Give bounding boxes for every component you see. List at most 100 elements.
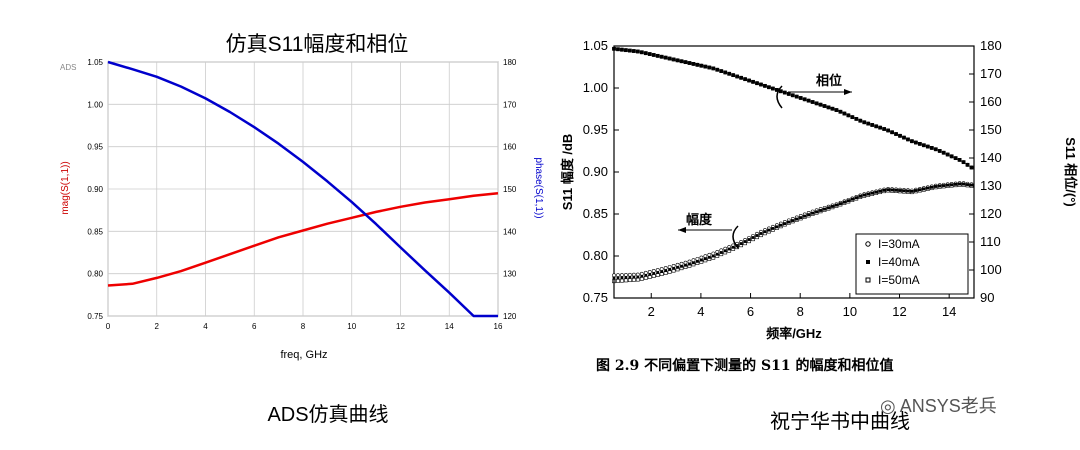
mag-marker — [890, 188, 894, 193]
mag-marker — [743, 241, 747, 246]
mag-marker — [695, 256, 700, 261]
phase-marker — [874, 124, 879, 129]
phase-marker — [679, 59, 684, 64]
mag-marker — [965, 183, 970, 188]
mag-marker — [636, 275, 640, 279]
wechat-icon: ◎ — [880, 396, 896, 416]
phase-marker — [890, 130, 894, 135]
mag-marker — [632, 275, 636, 279]
phase-marker — [770, 86, 775, 91]
phase-marker — [723, 71, 727, 74]
phase-marker — [751, 80, 755, 84]
phase-marker — [671, 57, 676, 62]
mag-marker — [807, 213, 811, 217]
mag-marker — [815, 210, 818, 214]
phase-marker — [902, 135, 906, 140]
phase-marker — [858, 119, 862, 123]
phase-marker — [862, 120, 866, 124]
phase-marker — [802, 97, 807, 102]
left-caption: ADS仿真曲线 — [267, 404, 389, 426]
mag-marker — [938, 184, 942, 188]
mag-marker — [942, 184, 946, 187]
phase-marker — [699, 64, 703, 68]
phase-marker — [778, 89, 783, 94]
phase-marker — [620, 48, 624, 52]
legend-marker — [865, 277, 871, 283]
phase-marker — [819, 103, 822, 107]
phase-marker — [930, 146, 934, 150]
phase-marker — [743, 77, 747, 81]
mag-marker — [854, 196, 858, 200]
phase-marker — [946, 153, 950, 156]
phase-marker — [791, 93, 795, 97]
phase-marker — [711, 66, 716, 71]
legend-entry: I=30mA — [878, 237, 920, 251]
x-tick-label: 6 — [252, 322, 257, 331]
mag-marker — [826, 206, 831, 211]
mag-marker — [886, 188, 890, 193]
mag-marker — [635, 272, 640, 277]
phase-marker — [767, 85, 771, 89]
phase-marker — [874, 124, 878, 128]
phase-marker — [767, 85, 771, 90]
mag-marker — [639, 271, 644, 276]
x-tick-label: 12 — [396, 322, 405, 331]
left-y-tick-label: 0.75 — [87, 312, 103, 321]
right-y-tick-label: 130 — [980, 178, 1002, 193]
phase-marker — [862, 120, 867, 125]
phase-marker — [925, 144, 930, 149]
phase-marker — [846, 113, 851, 118]
mag-marker — [858, 194, 862, 198]
mag-marker — [643, 275, 648, 280]
mag-marker — [627, 278, 632, 283]
mag-marker — [874, 191, 879, 195]
mag-marker — [910, 190, 914, 195]
phase-marker — [898, 133, 902, 138]
phase-marker — [723, 70, 728, 75]
phase-marker — [655, 53, 660, 58]
mag-marker — [651, 269, 656, 273]
right-y-tick-label: 170 — [503, 100, 517, 109]
mag-marker — [691, 258, 696, 263]
mag-marker — [668, 268, 672, 271]
left-y-tick-label: 1.05 — [87, 58, 103, 67]
phase-marker — [616, 47, 620, 52]
mag-marker — [612, 276, 616, 280]
mag-marker — [949, 183, 954, 188]
phase-marker — [906, 138, 910, 141]
phase-annotation: 相位 — [816, 73, 842, 88]
phase-marker — [775, 88, 779, 92]
phase-marker — [966, 163, 969, 167]
phase-marker — [921, 143, 926, 148]
mag-marker — [663, 271, 668, 275]
mag-marker — [715, 254, 720, 258]
phase-marker — [747, 79, 751, 82]
mag-marker — [962, 182, 965, 186]
legend-marker — [866, 260, 870, 264]
phase-marker — [624, 48, 628, 52]
right-y-tick-label: 150 — [503, 185, 517, 194]
mag-marker — [731, 247, 736, 251]
mag-marker — [639, 276, 644, 281]
mag-marker — [842, 201, 847, 205]
phase-marker — [886, 128, 890, 133]
mag-marker — [839, 202, 842, 206]
phase-marker — [823, 104, 826, 108]
mag-marker — [811, 211, 815, 215]
phase-marker — [636, 50, 640, 53]
phase-marker — [692, 62, 695, 66]
mag-marker — [966, 183, 969, 186]
right-y-tick-label: 160 — [980, 94, 1002, 109]
phase-marker — [827, 105, 830, 109]
mag-marker — [695, 261, 700, 265]
mag-marker — [819, 209, 822, 212]
right-caption: 祝宁华书中曲线 — [770, 411, 910, 433]
phase-marker — [929, 146, 934, 150]
ads-brand-label: ADS — [60, 63, 76, 72]
mag-marker — [667, 269, 672, 274]
right-y-tick-label: 130 — [503, 270, 517, 279]
phase-marker — [842, 111, 847, 116]
x-tick-label: 8 — [301, 322, 306, 331]
phase-marker — [684, 60, 687, 64]
mag-marker — [656, 271, 660, 274]
